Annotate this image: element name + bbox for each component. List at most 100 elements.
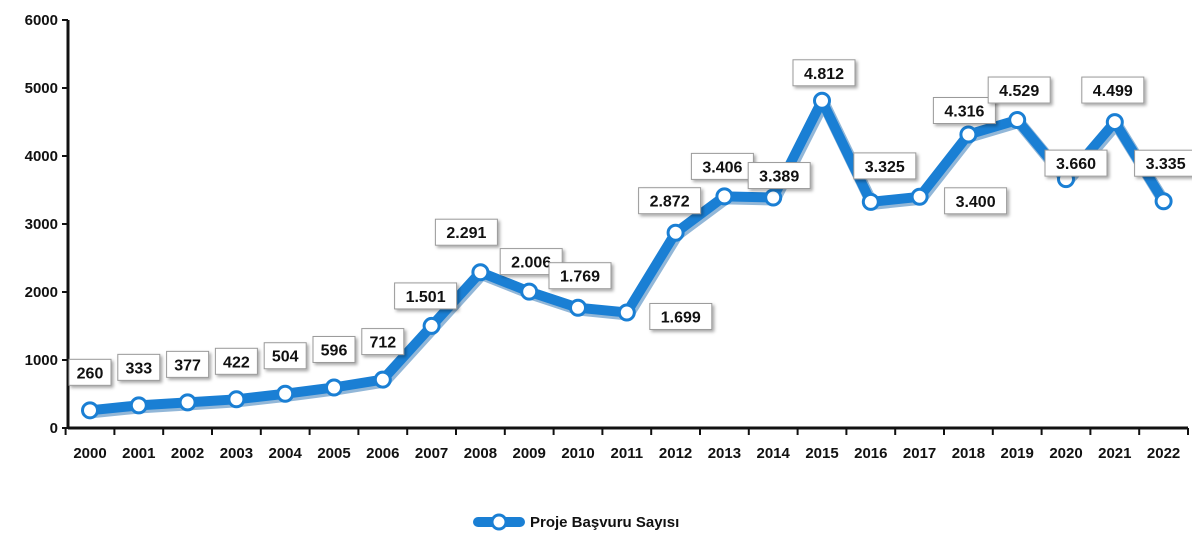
data-label-box <box>1134 149 1192 177</box>
x-tick-label: 2015 <box>805 445 838 462</box>
data-label: 712 <box>361 328 405 356</box>
data-label-text: 1.501 <box>406 289 446 306</box>
data-label: 3.400 <box>944 187 1008 215</box>
y-tick-label: 3000 <box>25 216 58 233</box>
x-tick-label: 2005 <box>317 445 350 462</box>
legend: Proje Başvuru Sayısı <box>473 513 679 531</box>
data-point <box>276 384 295 403</box>
data-point <box>227 390 246 409</box>
x-tick-label: 2014 <box>757 445 791 462</box>
data-point <box>373 370 392 389</box>
data-point <box>959 125 978 144</box>
data-label: 2.872 <box>638 187 702 215</box>
data-label-text: 422 <box>223 354 250 371</box>
data-point <box>81 401 99 420</box>
data-label-box <box>68 358 112 386</box>
x-tick-label: 2013 <box>708 445 741 462</box>
data-point <box>178 393 197 412</box>
data-label-text: 260 <box>77 365 104 382</box>
data-label-box <box>1081 76 1145 104</box>
data-label-box <box>649 302 713 330</box>
data-label: 4.529 <box>987 76 1051 104</box>
data-label: 377 <box>166 350 210 378</box>
x-tick-label: 2021 <box>1098 445 1131 462</box>
data-label-text: 596 <box>321 342 348 359</box>
data-label-box <box>361 328 405 356</box>
data-label-text: 333 <box>125 360 152 377</box>
x-tick-label: 2012 <box>659 445 692 462</box>
data-point <box>1154 192 1173 211</box>
data-point <box>666 223 685 242</box>
data-point <box>471 263 490 282</box>
data-label-box <box>944 187 1008 215</box>
x-tick-label: 2009 <box>513 445 546 462</box>
data-point <box>422 316 441 335</box>
x-tick-label: 2022 <box>1147 445 1180 462</box>
y-tick-label: 2000 <box>25 284 58 301</box>
data-labels: 260 333 377 422 504 596 712 1.501 2.291 2.006 1.76… <box>68 59 1192 386</box>
data-label-box <box>853 152 917 180</box>
x-tick-label: 2011 <box>611 445 644 462</box>
data-point <box>520 282 539 301</box>
data-label-box <box>263 342 307 370</box>
x-tick-label: 2001 <box>122 445 155 462</box>
legend-label: Proje Başvuru Sayısı <box>530 514 679 531</box>
x-tick-label: 2018 <box>952 445 985 462</box>
data-label-box <box>1044 149 1108 177</box>
x-tick-label: 2003 <box>220 445 253 462</box>
y-tick-label: 4000 <box>25 148 58 165</box>
y-tick-label: 6000 <box>25 12 58 29</box>
data-point <box>1105 113 1124 132</box>
data-label-box <box>932 97 996 125</box>
data-point <box>1008 111 1027 130</box>
data-label: 596 <box>312 335 356 363</box>
data-label-box <box>434 218 498 246</box>
data-label-text: 3.406 <box>702 159 742 176</box>
data-label: 3.389 <box>747 162 811 190</box>
x-tick-label: 2002 <box>171 445 204 462</box>
data-label-text: 3.325 <box>865 159 905 176</box>
data-label-box <box>548 262 612 290</box>
data-point <box>617 303 636 322</box>
data-point <box>569 298 587 317</box>
data-label-text: 504 <box>272 349 299 366</box>
data-label-text: 2.291 <box>446 225 486 242</box>
data-label-text: 377 <box>174 357 201 374</box>
data-label: 504 <box>263 342 307 370</box>
legend-swatch-marker <box>490 513 508 531</box>
data-label-text: 3.335 <box>1146 156 1186 173</box>
data-point <box>325 378 343 397</box>
y-axis-ticks: 0 1000 2000 3000 4000 5000 6000 <box>25 12 68 437</box>
data-label-text: 3.400 <box>956 194 996 211</box>
data-label: 4.812 <box>792 59 856 87</box>
data-point <box>764 188 783 207</box>
data-label-text: 1.769 <box>560 269 600 286</box>
data-label: 422 <box>214 347 258 375</box>
x-tick-label: 2006 <box>366 445 399 462</box>
data-label-box <box>792 59 856 87</box>
data-label: 3.325 <box>853 152 917 180</box>
data-label: 2.291 <box>434 218 498 246</box>
data-label: 4.499 <box>1081 76 1145 104</box>
y-tick-label: 5000 <box>25 80 58 97</box>
data-label-text: 712 <box>369 335 396 352</box>
data-label-box <box>690 152 754 180</box>
x-tick-label: 2016 <box>854 445 887 462</box>
x-tick-label: 2007 <box>415 445 448 462</box>
data-label-box <box>747 162 811 190</box>
data-point <box>813 91 831 110</box>
data-label: 3.406 <box>690 152 754 180</box>
data-label-text: 4.812 <box>804 66 844 83</box>
data-point <box>910 187 929 206</box>
data-label: 4.316 <box>932 97 996 125</box>
data-label: 1.769 <box>548 262 612 290</box>
data-label-text: 2.872 <box>650 194 690 211</box>
x-tick-label: 2008 <box>464 445 497 462</box>
data-label-box <box>394 282 458 310</box>
x-tick-label: 2000 <box>73 445 106 462</box>
data-label: 1.699 <box>649 302 713 330</box>
data-label-box <box>166 350 210 378</box>
x-tick-label: 2020 <box>1049 445 1082 462</box>
data-point <box>861 192 880 211</box>
